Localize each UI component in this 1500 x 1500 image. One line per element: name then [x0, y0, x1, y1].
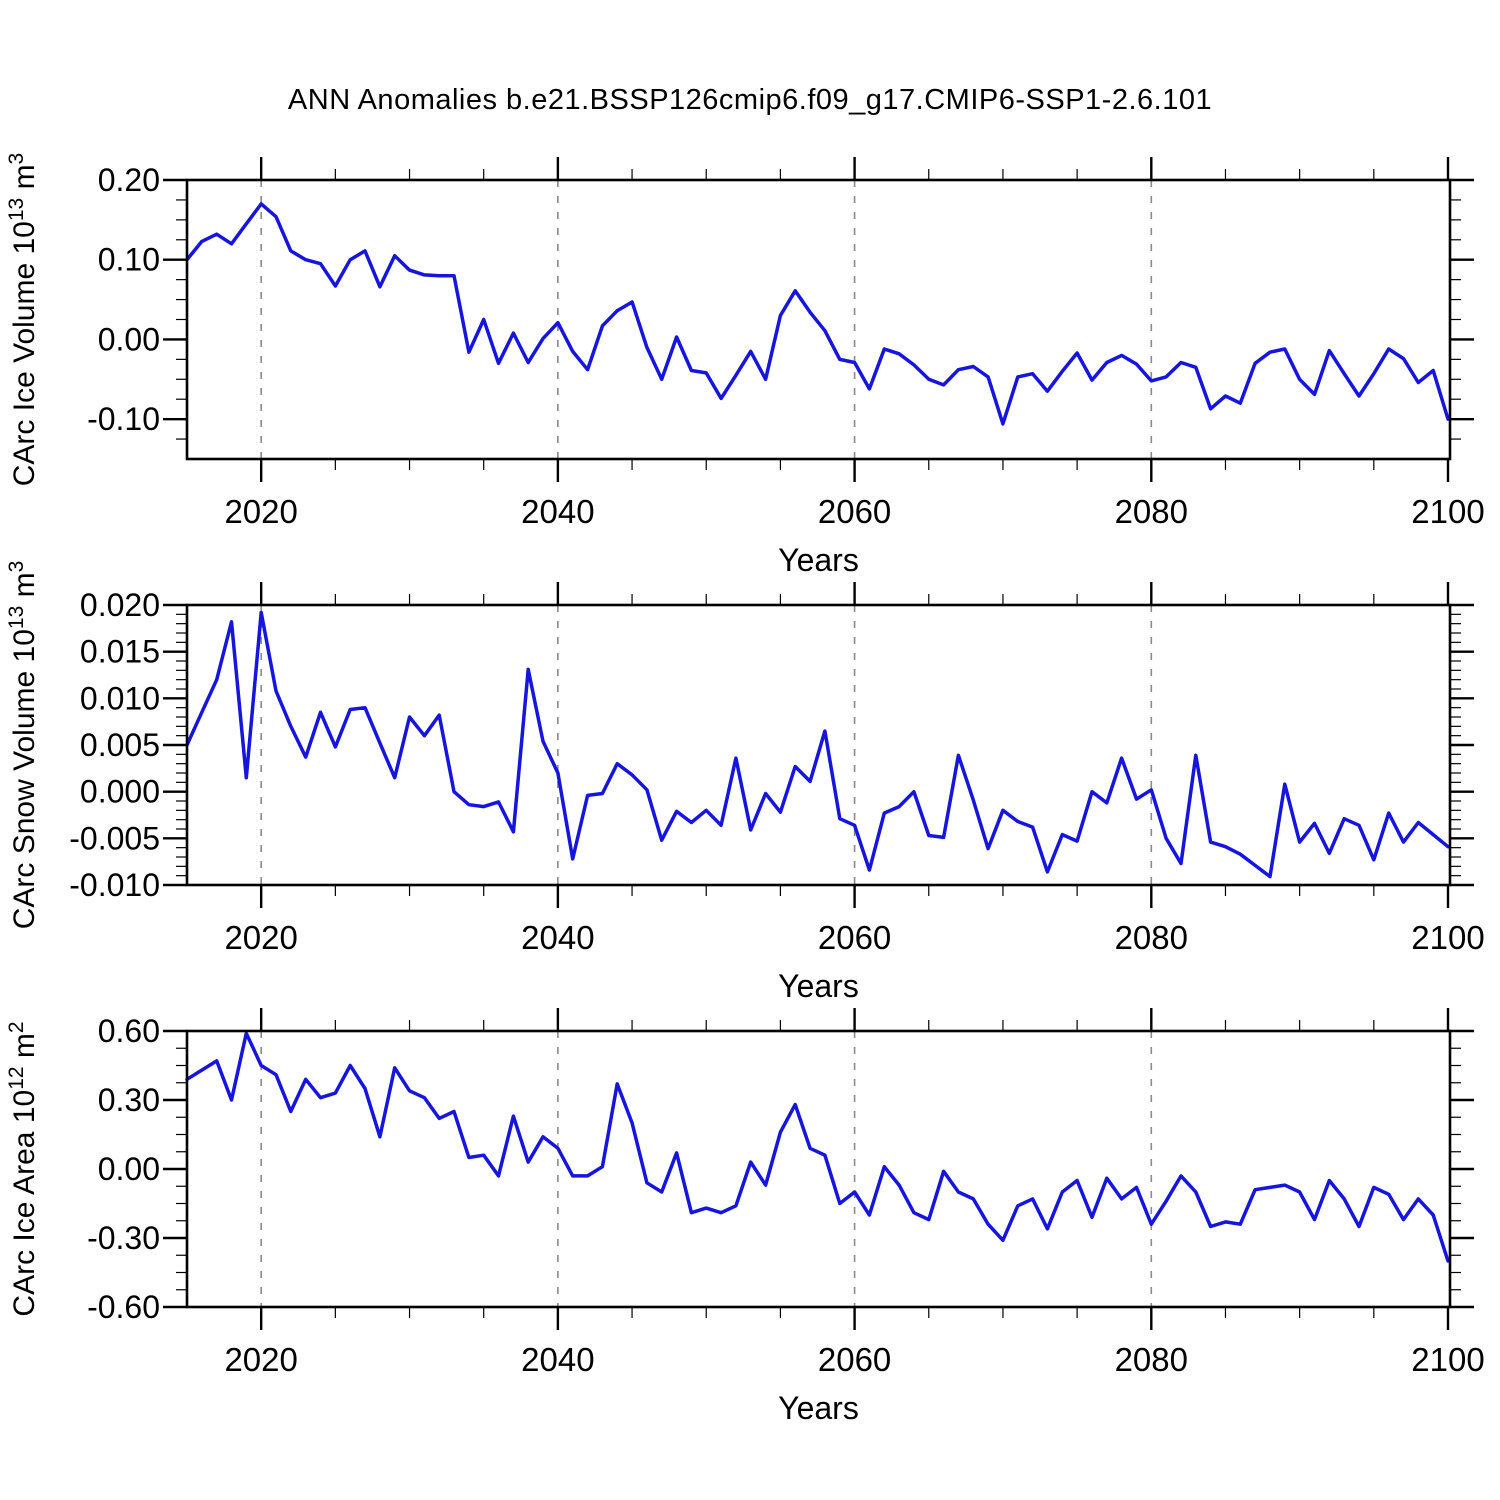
y-tick-label: 0.20 [98, 162, 160, 198]
y-axis-title: CArc Ice Area 1012 m2 [5, 1021, 41, 1316]
panel-carc-snow-volume: 0.020 0.015 0.010 0.005 0.000 -0.005 -0.010 202… [5, 561, 1485, 1004]
plot-frame [185, 178, 1452, 461]
y-tick-label: -0.10 [87, 401, 160, 437]
y-tick-label: 0.00 [98, 321, 160, 357]
y-tick-label: 0.005 [80, 727, 160, 763]
x-tick-label: 2040 [521, 1341, 594, 1378]
plot-frame [185, 603, 1452, 887]
x-axis-title: Years [778, 968, 859, 1004]
panel-carc-ice-area: 0.60 0.30 0.00 -0.30 -0.60 2020 2040 2060 2080 21… [5, 1008, 1485, 1426]
x-tick-label: 2080 [1115, 1341, 1188, 1378]
carc-ice-volume-line [185, 202, 1450, 426]
panel-carc-ice-volume: 0.20 0.10 0.00 -0.10 2020 2040 2060 2080 2100 Yea… [5, 153, 1485, 578]
y-tick-label: -0.60 [87, 1289, 160, 1325]
x-tick-label: 2060 [818, 493, 891, 530]
y-tick-label: -0.005 [69, 820, 160, 856]
carc-snow-volume-line [185, 610, 1450, 879]
x-axis-title: Years [778, 1390, 859, 1426]
x-tick-label: 2060 [818, 919, 891, 956]
y-tick-label: -0.30 [87, 1220, 160, 1256]
y-tick-label: -0.010 [69, 867, 160, 903]
x-tick-label: 2040 [521, 919, 594, 956]
y-tick-label: 0.60 [98, 1013, 160, 1049]
x-tick-label: 2100 [1411, 493, 1484, 530]
carc-ice-area-line [185, 1031, 1450, 1263]
x-tick-label: 2080 [1115, 919, 1188, 956]
x-axis-title: Years [778, 542, 859, 578]
plot-frame [185, 1029, 1452, 1309]
y-axis-title: CArc Ice Volume 1013 m3 [5, 153, 41, 487]
x-tick-label: 2020 [224, 1341, 297, 1378]
y-axis-title: CArc Snow Volume 1013 m3 [5, 561, 41, 930]
x-tick-label: 2020 [224, 919, 297, 956]
x-tick-label: 2100 [1411, 919, 1484, 956]
x-tick-label: 2020 [224, 493, 297, 530]
y-tick-label: 0.30 [98, 1082, 160, 1118]
x-tick-label: 2100 [1411, 1341, 1484, 1378]
x-tick-label: 2060 [818, 1341, 891, 1378]
y-tick-label: 0.00 [98, 1151, 160, 1187]
y-tick-label: 0.015 [80, 634, 160, 670]
y-tick-label: 0.020 [80, 587, 160, 623]
y-tick-label: 0.10 [98, 242, 160, 278]
x-tick-label: 2080 [1115, 493, 1188, 530]
y-tick-label: 0.010 [80, 680, 160, 716]
y-tick-label: 0.000 [80, 774, 160, 810]
x-tick-label: 2040 [521, 493, 594, 530]
chart-title: ANN Anomalies b.e21.BSSP126cmip6.f09_g17… [287, 84, 1213, 116]
